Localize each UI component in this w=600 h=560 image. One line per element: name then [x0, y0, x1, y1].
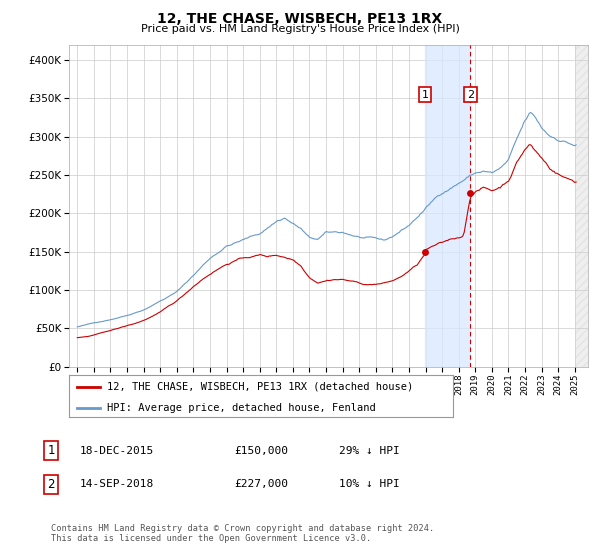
Bar: [425, 45, 470, 367]
Text: 14-SEP-2018: 14-SEP-2018: [80, 479, 154, 489]
Text: 29% ↓ HPI: 29% ↓ HPI: [339, 446, 400, 456]
Text: 18-DEC-2015: 18-DEC-2015: [80, 446, 154, 456]
Text: £227,000: £227,000: [234, 479, 288, 489]
Text: 10% ↓ HPI: 10% ↓ HPI: [339, 479, 400, 489]
Text: 1: 1: [47, 444, 55, 458]
Text: 1: 1: [422, 90, 428, 100]
Text: HPI: Average price, detached house, Fenland: HPI: Average price, detached house, Fenl…: [107, 403, 376, 413]
Text: Price paid vs. HM Land Registry's House Price Index (HPI): Price paid vs. HM Land Registry's House …: [140, 24, 460, 34]
Text: 12, THE CHASE, WISBECH, PE13 1RX: 12, THE CHASE, WISBECH, PE13 1RX: [157, 12, 443, 26]
Text: £150,000: £150,000: [234, 446, 288, 456]
Text: 2: 2: [467, 90, 474, 100]
Text: 12, THE CHASE, WISBECH, PE13 1RX (detached house): 12, THE CHASE, WISBECH, PE13 1RX (detach…: [107, 382, 413, 392]
Text: 2: 2: [47, 478, 55, 491]
Text: Contains HM Land Registry data © Crown copyright and database right 2024.
This d: Contains HM Land Registry data © Crown c…: [51, 524, 434, 543]
Bar: [575, 45, 588, 367]
